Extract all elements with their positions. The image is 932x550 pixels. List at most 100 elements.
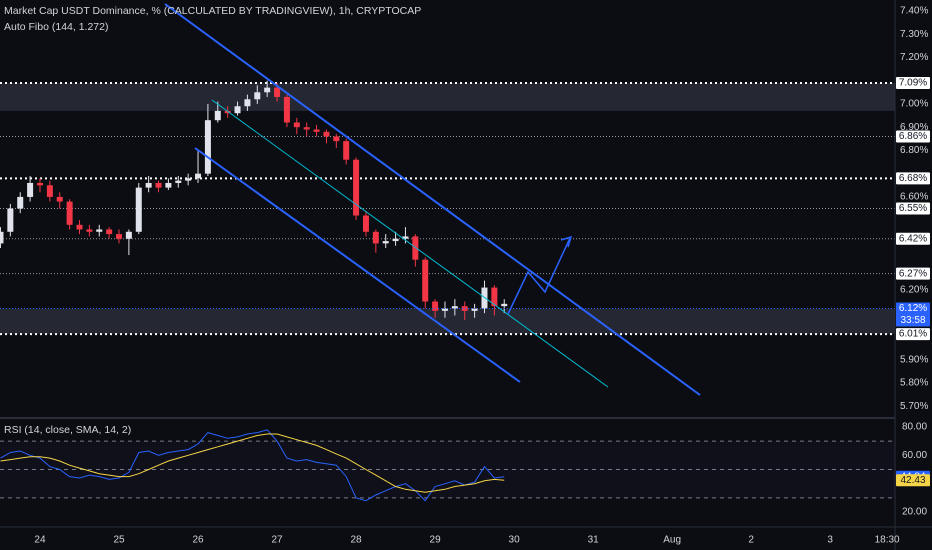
candle-body (392, 238, 399, 242)
level-label: 6.55% (899, 203, 927, 214)
candle-body (422, 259, 429, 302)
channel-lower (194, 147, 521, 383)
last-price-box (896, 302, 930, 327)
y-tick-label: 7.30% (900, 29, 928, 40)
candle-body (96, 229, 103, 232)
x-tick-label: 26 (192, 535, 204, 546)
projection-arrow (507, 237, 571, 315)
candle-body (17, 196, 24, 209)
x-tick-label: 29 (430, 535, 442, 546)
candle-body (461, 306, 468, 311)
x-tick-label: 27 (271, 535, 283, 546)
zone-band (0, 82, 895, 111)
level-label-box (896, 328, 930, 341)
candle-body (382, 241, 389, 244)
candle-body (204, 120, 211, 174)
candle-body (372, 231, 379, 244)
candle-body (471, 308, 478, 311)
level-label: 6.86% (899, 131, 927, 142)
level-label-box (896, 172, 930, 185)
candle-body (333, 136, 340, 142)
x-tick-label: 18:30 (875, 535, 900, 546)
candle-body (145, 182, 152, 188)
candle-body (501, 303, 508, 307)
candle-body (175, 180, 182, 183)
level-label-box (896, 76, 930, 89)
y-tick-label: 6.90% (900, 122, 928, 133)
candle-body (264, 87, 271, 93)
level-label: 6.68% (899, 173, 927, 184)
candle-body (116, 234, 123, 239)
candle-body (313, 129, 320, 132)
candle-body (106, 229, 113, 235)
level-label-box (896, 232, 930, 245)
value-box (896, 474, 930, 487)
value-label: 42.43 (900, 475, 925, 486)
rsi-line (0, 433, 505, 493)
candle-body (412, 236, 419, 260)
candle-body (0, 231, 4, 244)
candle-body (214, 110, 221, 121)
candle-body (7, 208, 14, 232)
x-tick-label: 31 (588, 535, 600, 546)
countdown: 33:58 (900, 315, 925, 326)
candle-body (165, 182, 172, 188)
candle-body (27, 182, 34, 197)
x-tick-label: 3 (827, 535, 833, 546)
candle-body (76, 224, 83, 230)
rsi-label: RSI (14, close, SMA, 14, 2) (4, 424, 131, 436)
arrow-head (560, 235, 573, 248)
candle-body (185, 178, 192, 181)
last-price-label: 6.12% (899, 303, 927, 314)
chart-title: Market Cap USDT Dominance, % (CALCULATED… (4, 5, 421, 17)
rsi-line (0, 429, 505, 502)
candle-body (46, 185, 53, 197)
y-tick-label: 6.20% (900, 285, 928, 296)
candle-body (441, 308, 448, 311)
y-tick-label: 6.80% (900, 145, 928, 156)
candle-body (66, 201, 73, 225)
candle-body (343, 141, 350, 160)
x-tick-label: 2 (748, 535, 754, 546)
y-tick-label: 5.80% (900, 378, 928, 389)
y-tick-label: 5.90% (900, 354, 928, 365)
candle-body (283, 96, 290, 123)
candle-body (362, 215, 369, 232)
channel-middle (211, 99, 609, 388)
candle-body (432, 301, 439, 311)
level-label-box (896, 130, 930, 143)
level-label: 6.01% (899, 329, 927, 340)
candle-body (402, 236, 409, 239)
level-label: 6.27% (899, 268, 927, 279)
candle-body (36, 182, 43, 186)
candle-body (155, 182, 162, 188)
candle-body (491, 287, 498, 307)
candle-body (244, 99, 251, 107)
candle-body (195, 173, 202, 179)
indicator-label: Auto Fibo (144, 1.272) (4, 21, 108, 33)
x-tick-label: 30 (509, 535, 521, 546)
candle-body (135, 187, 142, 232)
level-label-box (896, 267, 930, 280)
candle-body (451, 306, 458, 309)
candle-body (274, 87, 281, 97)
candle-body (353, 159, 360, 216)
candle-body (303, 127, 310, 130)
plot-area (0, 80, 895, 502)
y-tick-label: 7.20% (900, 52, 928, 63)
y-tick-label: 60.00 (902, 450, 927, 461)
y-tick-label: 5.70% (900, 401, 928, 412)
channel-upper (164, 3, 701, 396)
y-tick-label: 7.40% (900, 6, 928, 17)
level-label-box (896, 202, 930, 215)
candle-body (56, 196, 63, 202)
candle-body (254, 92, 261, 100)
x-tick-label: Aug (663, 535, 681, 546)
candle-body (86, 229, 93, 232)
axis-labels: 24 25 26 27 28 29 30 31 Aug 2 3 18:30 7.40% 7.30% 7.20… (34, 6, 930, 546)
y-tick-label: 20.00 (902, 507, 927, 518)
y-tick-label: 6.60% (900, 192, 928, 203)
candle-body (234, 106, 241, 114)
candle-body (293, 122, 300, 128)
